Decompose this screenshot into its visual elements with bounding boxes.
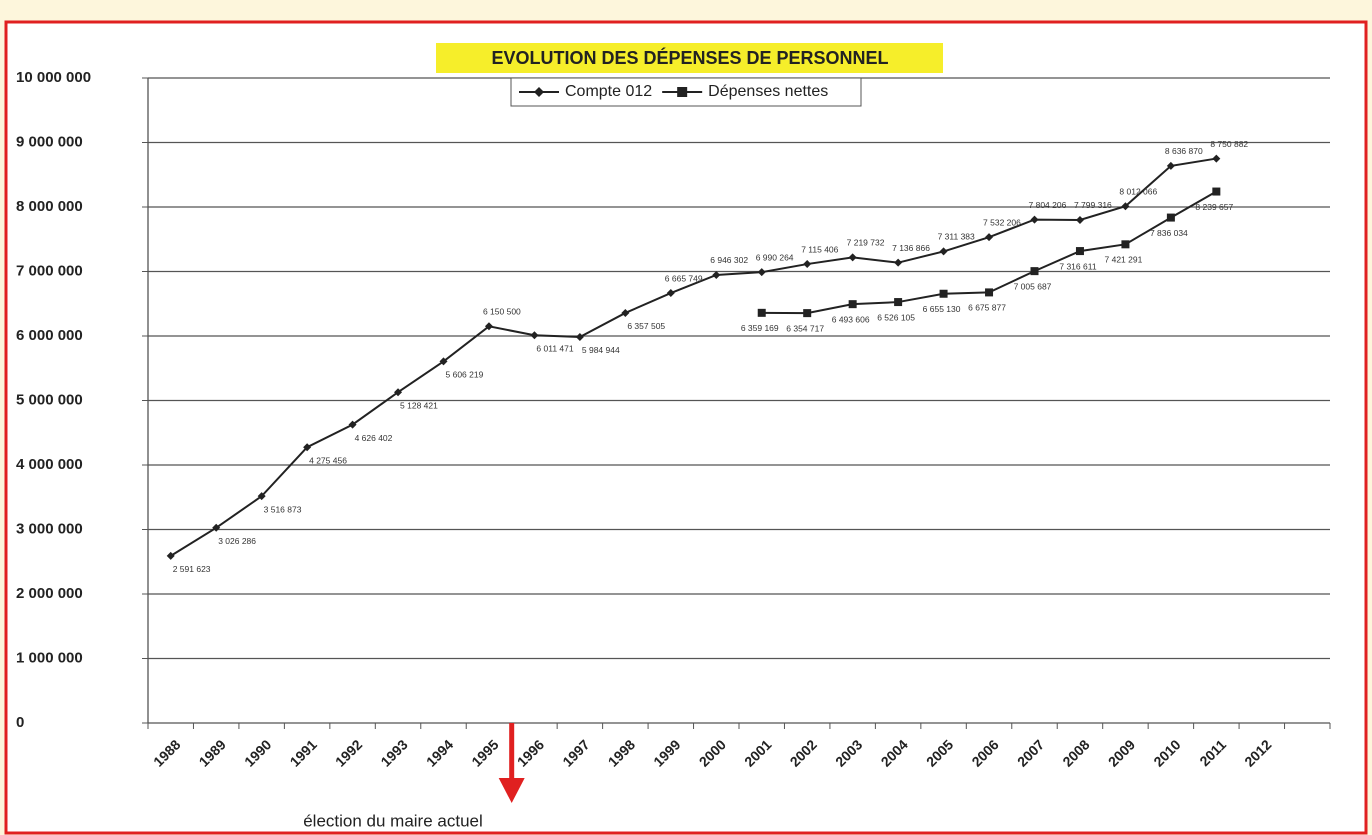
value-label: 6 357 505 <box>627 321 665 331</box>
marker <box>894 298 903 307</box>
marker <box>1121 240 1130 249</box>
legend-marker <box>534 87 544 97</box>
annotation: élection du maire actuel <box>303 811 483 830</box>
legend-label: Compte 012 <box>565 83 652 100</box>
marker <box>1212 154 1221 163</box>
value-label: 4 275 456 <box>309 455 347 465</box>
value-label: 6 655 130 <box>923 304 961 314</box>
y-tick-label: 5 000 000 <box>16 391 83 408</box>
value-label: 7 311 383 <box>938 232 975 242</box>
value-label: 5 606 219 <box>446 370 484 380</box>
marker <box>757 268 766 277</box>
value-label: 7 136 866 <box>892 243 930 253</box>
marker <box>575 332 584 341</box>
value-label: 6 359 169 <box>741 323 779 333</box>
value-label: 3 026 286 <box>218 536 256 546</box>
value-label: 8 750 882 <box>1210 139 1248 149</box>
value-label: 6 493 606 <box>832 314 870 324</box>
y-tick-label: 4 000 000 <box>16 456 83 473</box>
value-label: 7 219 732 <box>847 238 885 248</box>
marker <box>439 357 448 366</box>
value-label: 7 804 206 <box>1029 200 1067 210</box>
marker <box>1030 215 1039 224</box>
y-tick-label: 0 <box>16 714 24 731</box>
marker <box>348 420 357 429</box>
y-tick-label: 1 000 000 <box>16 649 83 666</box>
value-label: 6 150 500 <box>483 307 521 317</box>
y-tick-label: 8 000 000 <box>16 198 83 215</box>
marker <box>848 253 857 262</box>
marker <box>1121 202 1130 211</box>
marker <box>757 308 766 317</box>
y-tick-label: 3 000 000 <box>16 520 83 537</box>
marker <box>1030 267 1039 276</box>
marker <box>985 288 994 297</box>
chart-title: EVOLUTION DES DÉPENSES DE PERSONNEL <box>491 47 888 68</box>
value-label: 6 665 749 <box>665 273 703 283</box>
marker <box>303 443 312 452</box>
marker <box>166 551 175 560</box>
marker <box>1075 247 1084 256</box>
value-label: 2 591 623 <box>173 564 211 574</box>
y-tick-label: 7 000 000 <box>16 262 83 279</box>
marker <box>1166 161 1175 170</box>
marker <box>939 289 948 298</box>
value-label: 6 675 877 <box>968 303 1006 313</box>
marker <box>1212 187 1221 196</box>
value-label: 5 128 421 <box>400 400 438 410</box>
y-tick-label: 10 000 000 <box>16 69 91 86</box>
value-label: 5 984 944 <box>582 345 620 355</box>
value-label: 4 626 402 <box>355 433 393 443</box>
marker <box>848 300 857 309</box>
legend-label: Dépenses nettes <box>708 83 828 100</box>
marker <box>666 289 675 298</box>
value-label: 6 990 264 <box>756 252 794 262</box>
value-label: 7 836 034 <box>1150 228 1188 238</box>
value-label: 3 516 873 <box>264 504 302 514</box>
legend-marker <box>677 87 688 97</box>
marker <box>803 309 812 318</box>
value-label: 7 421 291 <box>1105 255 1143 265</box>
marker <box>394 388 403 397</box>
marker <box>484 322 493 331</box>
annotation-arrowhead <box>498 778 525 803</box>
value-label: 7 005 687 <box>1014 281 1052 291</box>
title-bg <box>436 43 943 73</box>
value-label: 8 239 657 <box>1195 202 1233 212</box>
value-label: 6 946 302 <box>710 255 748 265</box>
marker <box>803 260 812 269</box>
value-label: 6 526 105 <box>877 312 915 322</box>
y-tick-label: 9 000 000 <box>16 133 83 150</box>
marker <box>712 270 721 279</box>
marker <box>257 492 266 501</box>
marker <box>621 308 630 317</box>
marker <box>530 331 539 340</box>
value-label: 8 012 066 <box>1119 186 1157 196</box>
value-label: 6 011 471 <box>536 344 573 354</box>
y-tick-label: 6 000 000 <box>16 327 83 344</box>
marker <box>985 233 994 242</box>
value-label: 8 636 870 <box>1165 146 1203 156</box>
value-label: 7 532 206 <box>983 217 1021 227</box>
marker <box>1166 213 1175 222</box>
value-label: 6 354 717 <box>786 323 824 333</box>
value-label: 7 115 406 <box>801 244 838 254</box>
marker <box>894 258 903 267</box>
frame <box>4 20 1368 835</box>
y-tick-label: 2 000 000 <box>16 585 83 602</box>
series-line <box>170 157 1217 557</box>
marker <box>1075 215 1084 224</box>
value-label: 7 316 611 <box>1059 261 1096 271</box>
marker <box>212 523 221 532</box>
marker <box>939 247 948 256</box>
value-label: 7 799 316 <box>1074 200 1112 210</box>
